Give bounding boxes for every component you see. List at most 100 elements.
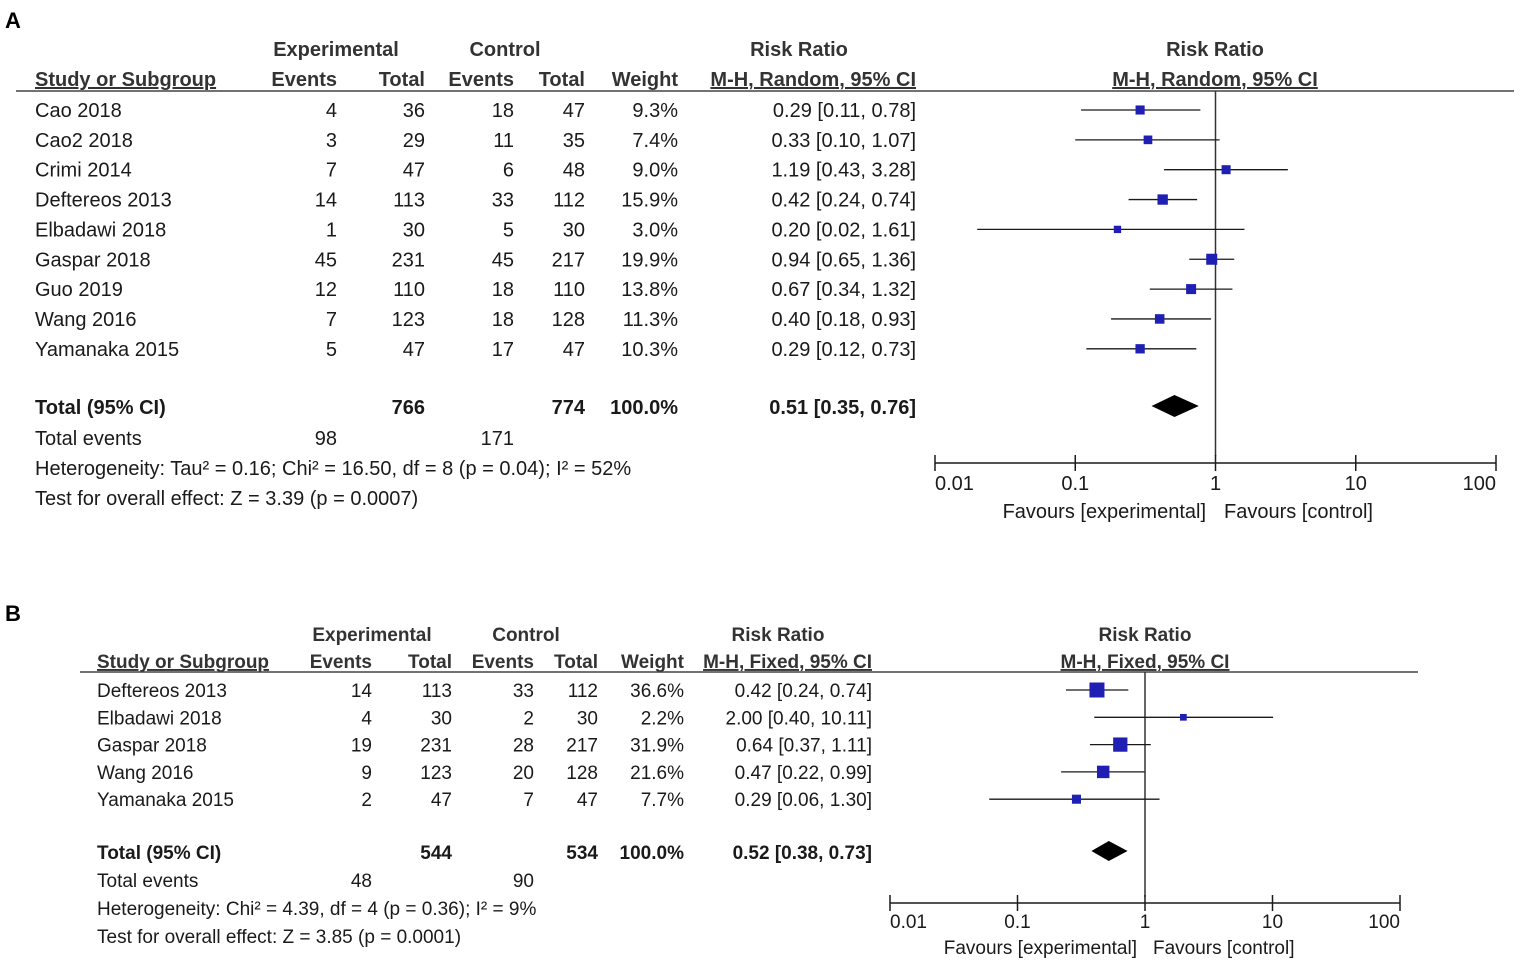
panel-b-exp-total: 113 [422,681,452,702]
panel-b-ctrl-total: 30 [577,708,598,729]
panel-a-weight: 9.3% [632,100,678,122]
panel-b-x-tick-label: 100 [1368,912,1400,933]
panel-a-point-estimate [1143,135,1153,145]
panel-a-exp-events: 4 [326,100,337,122]
panel-a-total-ci: 0.51 [0.35, 0.76] [769,397,916,419]
panel-a-ctrl-events: 17 [492,339,514,361]
panel-b-point-estimate [1096,765,1110,779]
panel-b-header-exp-total: Total [408,652,452,673]
panel-b-header-method: M-H, Fixed, 95% CI [703,652,872,673]
panel-b-x-tick-label: 1 [1140,912,1151,933]
panel-a-header-experimental: Experimental [273,39,399,61]
panel-a-overall-effect: Test for overall effect: Z = 3.39 (p = 0… [35,488,418,510]
panel-a-ctrl-total: 112 [553,190,585,212]
panel-a-exp-events: 5 [326,339,337,361]
panel-b-exp-total: 47 [431,790,452,811]
panel-a-favours-control: Favours [control] [1224,501,1373,523]
panel-a-total-ctrl: 774 [552,397,586,419]
panel-a-study-name: Guo 2019 [35,279,123,301]
panel-b-header-control: Control [492,625,560,646]
panel-b-risk-ratio-ci: 0.42 [0.24, 0.74] [735,681,872,702]
panel-a-ctrl-total: 48 [563,160,585,182]
panel-a-study-name: Elbadawi 2018 [35,219,166,241]
panel-b-point-estimate [1113,737,1128,752]
panel-b-weight: 21.6% [630,763,684,784]
panel-a-risk-ratio-ci: 0.20 [0.02, 1.61] [771,219,916,241]
panel-a-ctrl-events: 11 [493,130,514,152]
panel-a-header-exp-events: Events [271,69,337,91]
panel-a-header-risk-ratio: Risk Ratio [750,39,848,61]
panel-a-risk-ratio-ci: 0.67 [0.34, 1.32] [771,279,916,301]
panel-a-x-tick-label: 10 [1345,473,1367,495]
panel-b-total-exp: 544 [420,843,452,864]
panel-b-plot-header-method: M-H, Fixed, 95% CI [1061,652,1230,673]
panel-b-study-name: Wang 2016 [97,763,193,784]
panel-a-study-name: Cao2 2018 [35,130,133,152]
panel-a-exp-total: 36 [403,100,425,122]
panel-a-ctrl-total: 110 [553,279,585,301]
panel-a-x-tick-label: 0.1 [1061,473,1089,495]
panel-b-study-name: Elbadawi 2018 [97,708,222,729]
panel-a-exp-events: 12 [315,279,337,301]
panel-b-favours-control: Favours [control] [1153,938,1295,959]
panel-a-x-tick-label: 100 [1463,473,1496,495]
panel-b-ctrl-events: 2 [523,708,534,729]
panel-b-header-ctrl-total: Total [554,652,598,673]
panel-a-ctrl-total: 47 [563,339,585,361]
panel-b-header-ctrl-events: Events [472,652,534,673]
panel-a-point-estimate [1135,105,1145,115]
panel-b-total-events-ctrl: 90 [513,871,534,892]
panel-b-risk-ratio-ci: 0.47 [0.22, 0.99] [735,763,872,784]
panel-a-exp-events: 45 [315,249,337,271]
panel-a-point-estimate [1135,344,1145,354]
panel-b-study-name: Gaspar 2018 [97,736,207,757]
panel-a-study-name: Wang 2016 [35,309,137,331]
panel-a-point-estimate [1154,314,1165,324]
panel-a-exp-total: 47 [403,339,425,361]
panel-a-point-estimate [1157,194,1168,205]
panel-b-exp-total: 123 [420,763,452,784]
panel-b-header-weight: Weight [621,652,685,673]
panel-a-point-estimate [1206,253,1218,265]
panel-b-exp-total: 30 [431,708,452,729]
panel-a-study-name: Gaspar 2018 [35,249,151,271]
panel-a-weight: 9.0% [632,160,678,182]
panel-b-point-estimate [1089,682,1105,698]
panel-a-study-name: Cao 2018 [35,100,122,122]
panel-a-total-events-ctrl: 171 [481,428,514,450]
panel-b-risk-ratio-ci: 0.29 [0.06, 1.30] [735,790,872,811]
panel-a-header-study: Study or Subgroup [35,69,216,91]
panel-b-exp-total: 231 [420,736,452,757]
panel-b-header-study: Study or Subgroup [97,652,269,673]
panel-a-risk-ratio-ci: 0.94 [0.65, 1.36] [771,249,916,271]
panel-b-header-experimental: Experimental [312,625,431,646]
panel-a-weight: 13.8% [621,279,678,301]
panel-a-weight: 7.4% [632,130,678,152]
panel-b-x-tick-label: 0.1 [1004,912,1030,933]
panel-b-overall-effect: Test for overall effect: Z = 3.85 (p = 0… [97,927,461,948]
panel-a-risk-ratio-ci: 0.33 [0.10, 1.07] [771,130,916,152]
panel-a-exp-total: 123 [392,309,425,331]
panel-a-point-estimate [1113,225,1122,234]
panel-b-study-name: Yamanaka 2015 [97,790,234,811]
panel-a-header-method: M-H, Random, 95% CI [710,69,916,91]
panel-a-exp-total: 110 [393,279,425,301]
panel-a-ctrl-events: 18 [492,100,514,122]
panel-b-header-exp-events: Events [310,652,372,673]
panel-a-header-exp-total: Total [379,69,425,91]
panel-a-exp-total: 47 [403,160,425,182]
panel-a-point-estimate [1186,284,1197,295]
panel-a-ctrl-total: 217 [552,249,585,271]
panel-a-exp-events: 3 [326,130,337,152]
panel-b-ctrl-total: 112 [568,681,598,702]
panel-b-weight: 36.6% [630,681,684,702]
panel-b-weight: 7.7% [641,790,684,811]
panel-a-exp-total: 30 [403,219,425,241]
panel-b-ctrl-total: 217 [566,736,598,757]
panel-a-weight: 11.3% [623,309,678,331]
panel-a-ctrl-total: 47 [563,100,585,122]
panel-b-exp-events: 9 [361,763,372,784]
panel-b-ctrl-total: 128 [566,763,598,784]
panel-a-ctrl-total: 128 [552,309,585,331]
panel-a-weight: 15.9% [621,190,678,212]
